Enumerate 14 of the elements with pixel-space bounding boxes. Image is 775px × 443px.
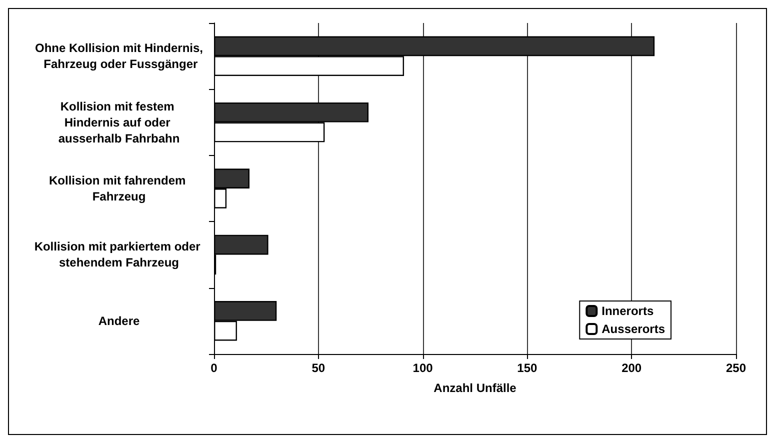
x-tick-label: 200 xyxy=(622,361,642,375)
x-tick-label: 250 xyxy=(726,361,746,375)
y-tick-label: Andere xyxy=(98,314,140,328)
x-tick-label: 100 xyxy=(412,361,434,375)
x-tick-label: 0 xyxy=(210,361,218,375)
x-tick-label: 50 xyxy=(312,361,326,375)
y-tick-label: Ohne Kollision mit Hindernis, Fahrzeug oder Fussgänger xyxy=(34,41,204,72)
y-tick-label: Kollision mit fahrendem Fahrzeug xyxy=(48,174,190,204)
x-axis-title: Anzahl Unfälle xyxy=(434,381,517,395)
legend-label: Innerorts xyxy=(602,304,654,318)
legend-label: Ausserorts xyxy=(602,322,666,336)
x-tick-label: 150 xyxy=(517,361,538,375)
y-tick-label: Kollision mit festem Hindernis auf oder ausserhalb Fahrbahn xyxy=(58,99,180,146)
y-tick-label: Kollision mit parkiertem oder stehendem Fahrzeug xyxy=(34,240,204,270)
